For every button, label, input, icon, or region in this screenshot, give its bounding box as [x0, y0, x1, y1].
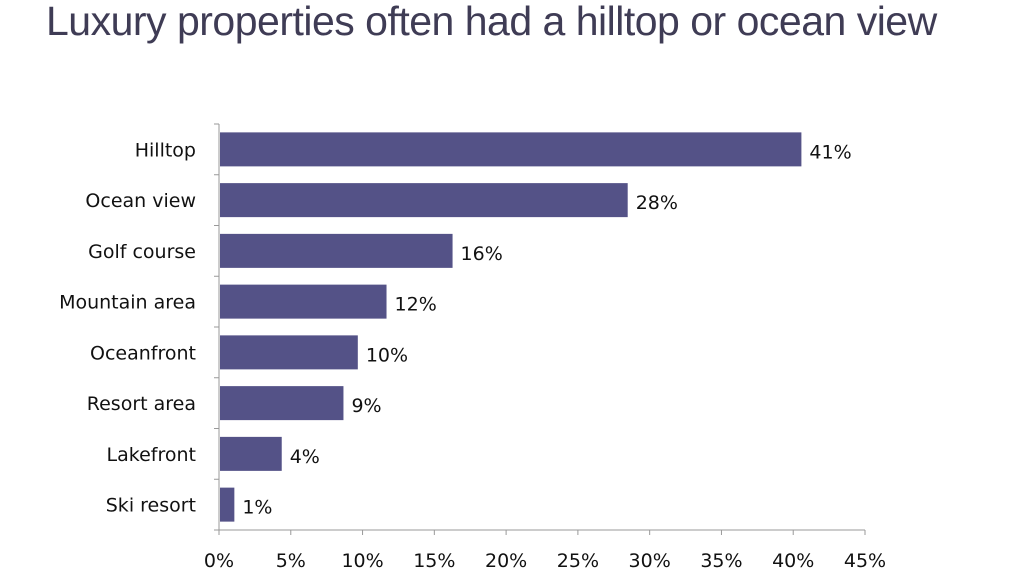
bar	[220, 284, 387, 319]
bar	[220, 335, 358, 370]
x-tick-label: 25%	[557, 550, 599, 572]
x-tick-label: 5%	[276, 550, 306, 572]
category-label: Ski resort	[106, 495, 196, 517]
category-label: Resort area	[87, 393, 196, 415]
data-label: 41%	[809, 141, 851, 163]
chart-title: Luxury properties often had a hilltop or…	[46, 0, 937, 44]
bar	[220, 132, 802, 167]
category-label: Lakefront	[107, 444, 196, 466]
category-label: Golf course	[88, 241, 196, 263]
category-label: Ocean view	[85, 190, 196, 212]
x-tick-label: 20%	[485, 550, 527, 572]
data-label: 16%	[461, 243, 503, 265]
category-label: Hilltop	[135, 139, 196, 161]
x-tick-label: 40%	[772, 550, 814, 572]
x-tick-label: 45%	[844, 550, 886, 572]
data-label: 28%	[636, 192, 678, 214]
x-tick-label: 15%	[413, 550, 455, 572]
x-tick-label: 0%	[204, 550, 234, 572]
data-label: 1%	[242, 497, 272, 519]
data-label: 9%	[351, 395, 381, 417]
bar	[220, 233, 453, 268]
bar	[220, 436, 282, 471]
data-label: 10%	[366, 344, 408, 366]
category-label: Oceanfront	[90, 342, 196, 364]
bar	[220, 183, 628, 218]
data-label: 4%	[290, 446, 320, 468]
category-label: Mountain area	[59, 292, 196, 314]
x-tick-label: 30%	[629, 550, 671, 572]
bar	[220, 487, 235, 522]
x-tick-label: 10%	[341, 550, 383, 572]
bar	[220, 386, 344, 421]
data-label: 12%	[395, 294, 437, 316]
x-tick-label: 35%	[700, 550, 742, 572]
